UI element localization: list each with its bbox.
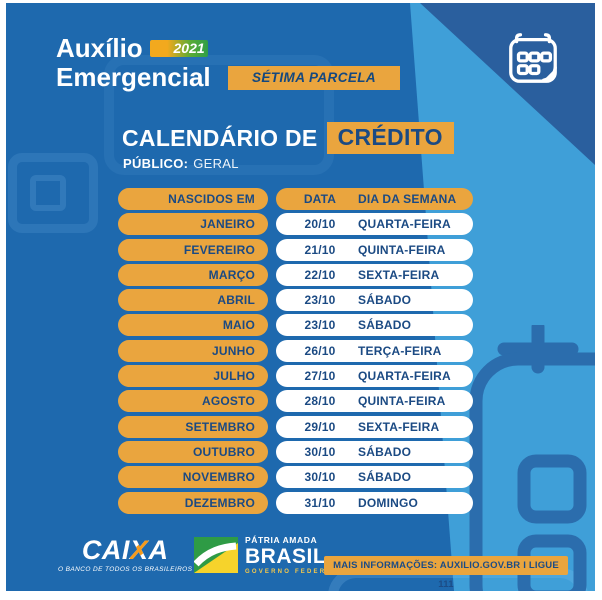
date-day-pill: 26/10 TERÇA-FEIRA bbox=[276, 339, 473, 362]
date-day-pill: 29/10 SEXTA-FEIRA bbox=[276, 415, 473, 438]
date-day-pill: 27/10 QUARTA-FEIRA bbox=[276, 365, 473, 388]
date-value: 28/10 bbox=[304, 394, 336, 409]
payment-table: NASCIDOS EM DATA DIA DA SEMANA JANEIRO 20… bbox=[118, 188, 473, 517]
calculator-watermark-icon bbox=[8, 153, 98, 233]
logo-line2: Emergencial bbox=[56, 62, 211, 92]
date-value: 22/10 bbox=[304, 267, 336, 282]
weekday-value: SEXTA-FEIRA bbox=[358, 419, 440, 434]
title-prefix: CALENDÁRIO DE bbox=[122, 124, 318, 151]
table-row: NOVEMBRO 30/10 SÁBADO bbox=[118, 466, 473, 489]
weekday-value: SÁBADO bbox=[358, 470, 412, 485]
table-row: DEZEMBRO 31/10 DOMINGO bbox=[118, 491, 473, 514]
gov-line1: PÁTRIA AMADA bbox=[245, 535, 318, 545]
calculator-watermark-icon bbox=[30, 175, 66, 211]
month-pill: ABRIL bbox=[118, 289, 268, 312]
weekday-value: TERÇA-FEIRA bbox=[358, 343, 442, 358]
poster-canvas: Auxílio 2021 Emergencial SÉTIMA PARCELA … bbox=[6, 3, 595, 591]
caixa-tagline: O BANCO DE TODOS OS BRASILEIROS bbox=[58, 566, 193, 573]
month-pill: JANEIRO bbox=[118, 213, 268, 236]
month-pill: SETEMBRO bbox=[118, 415, 268, 438]
date-value: 26/10 bbox=[304, 343, 336, 358]
weekday-value: SÁBADO bbox=[358, 318, 412, 333]
caixa-x: X bbox=[129, 535, 149, 565]
audience-label: PÚBLICO: bbox=[123, 156, 189, 171]
weekday-value: DOMINGO bbox=[358, 495, 419, 510]
date-value: 20/10 bbox=[304, 217, 336, 232]
date-day-pill: 22/10 SEXTA-FEIRA bbox=[276, 263, 473, 286]
date-day-pill: 31/10 DOMINGO bbox=[276, 491, 473, 514]
table-row: FEVEREIRO 21/10 QUINTA-FEIRA bbox=[118, 238, 473, 261]
date-day-pill: 30/10 SÁBADO bbox=[276, 440, 473, 463]
brasil-flag-icon bbox=[194, 537, 238, 574]
table-row: JUNHO 26/10 TERÇA-FEIRA bbox=[118, 339, 473, 362]
month-pill: AGOSTO bbox=[118, 390, 268, 413]
date-value: 30/10 bbox=[304, 444, 336, 459]
audience-line: PÚBLICO: GERAL bbox=[123, 156, 239, 171]
header-nascidos-em: NASCIDOS EM bbox=[118, 188, 268, 210]
calculator-watermark-icon bbox=[104, 55, 334, 175]
month-pill: FEVEREIRO bbox=[118, 238, 268, 261]
month-pill: MARÇO bbox=[118, 263, 268, 286]
date-day-pill: 23/10 SÁBADO bbox=[276, 289, 473, 312]
date-value: 31/10 bbox=[304, 495, 336, 510]
caixa-logo: CAIX X A O BANCO DE TODOS OS BRASILEIROS bbox=[58, 535, 193, 574]
date-value: 23/10 bbox=[304, 293, 336, 308]
installment-badge: SÉTIMA PARCELA bbox=[228, 66, 400, 90]
caixa-text: CAI bbox=[81, 535, 130, 565]
auxilio-emergencial-logo: Auxílio 2021 Emergencial bbox=[56, 34, 211, 92]
date-value: 21/10 bbox=[304, 242, 336, 257]
date-day-pill: 28/10 QUINTA-FEIRA bbox=[276, 390, 473, 413]
month-pill: JUNHO bbox=[118, 339, 268, 362]
month-pill: JULHO bbox=[118, 365, 268, 388]
governo-federal-logo: PÁTRIA AMADA BRASIL GOVERNO FEDERAL bbox=[194, 536, 339, 575]
table-row: MAIO 23/10 SÁBADO bbox=[118, 314, 473, 337]
date-value: 23/10 bbox=[304, 318, 336, 333]
weekday-value: SÁBADO bbox=[358, 444, 412, 459]
weekday-value: SÁBADO bbox=[358, 293, 412, 308]
page-title: CALENDÁRIO DE CRÉDITO bbox=[122, 122, 454, 154]
title-highlight: CRÉDITO bbox=[326, 122, 454, 154]
more-info-bar: MAIS INFORMAÇÕES: AUXILIO.GOV.BR I LIGUE… bbox=[324, 556, 568, 590]
header-data: DATA bbox=[303, 192, 337, 206]
weekday-value: QUARTA-FEIRA bbox=[358, 217, 451, 232]
weekday-value: QUINTA-FEIRA bbox=[358, 394, 446, 409]
date-day-pill: 21/10 QUINTA-FEIRA bbox=[276, 238, 473, 261]
table-rows: JANEIRO 20/10 QUARTA-FEIRA FEVEREIRO 21/10 QU… bbox=[118, 213, 473, 514]
year-badge: 2021 bbox=[149, 40, 208, 57]
table-row: AGOSTO 28/10 QUINTA-FEIRA bbox=[118, 390, 473, 413]
date-day-pill: 20/10 QUARTA-FEIRA bbox=[276, 213, 473, 236]
month-pill: NOVEMBRO bbox=[118, 466, 268, 489]
table-header-row: NASCIDOS EM DATA DIA DA SEMANA bbox=[118, 188, 473, 210]
table-row: MARÇO 22/10 SEXTA-FEIRA bbox=[118, 263, 473, 286]
audience-value: GERAL bbox=[193, 156, 239, 171]
date-day-pill: 23/10 SÁBADO bbox=[276, 314, 473, 337]
month-pill: MAIO bbox=[118, 314, 268, 337]
date-value: 27/10 bbox=[304, 369, 336, 384]
table-row: JULHO 27/10 QUARTA-FEIRA bbox=[118, 365, 473, 388]
header-data-dia: DATA DIA DA SEMANA bbox=[276, 188, 473, 210]
table-row: ABRIL 23/10 SÁBADO bbox=[118, 289, 473, 312]
date-day-pill: 30/10 SÁBADO bbox=[276, 466, 473, 489]
caixa-text: A bbox=[148, 535, 169, 565]
weekday-value: QUARTA-FEIRA bbox=[358, 369, 451, 384]
gov-line3: GOVERNO FEDERAL bbox=[245, 568, 339, 575]
date-value: 29/10 bbox=[304, 419, 336, 434]
calendar-icon bbox=[509, 33, 557, 83]
header-dia-da-semana: DIA DA SEMANA bbox=[358, 192, 457, 206]
table-row: OUTUBRO 30/10 SÁBADO bbox=[118, 440, 473, 463]
table-row: JANEIRO 20/10 QUARTA-FEIRA bbox=[118, 213, 473, 236]
month-pill: DEZEMBRO bbox=[118, 491, 268, 514]
logo-line1: Auxílio bbox=[56, 33, 143, 63]
table-row: SETEMBRO 29/10 SEXTA-FEIRA bbox=[118, 415, 473, 438]
weekday-value: QUINTA-FEIRA bbox=[358, 242, 446, 257]
month-pill: OUTUBRO bbox=[118, 440, 268, 463]
weekday-value: SEXTA-FEIRA bbox=[358, 267, 440, 282]
date-value: 30/10 bbox=[304, 470, 336, 485]
gov-line2: BRASIL bbox=[245, 544, 327, 568]
